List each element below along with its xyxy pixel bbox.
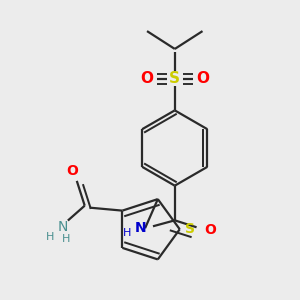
Text: H: H [46, 232, 54, 242]
Text: O: O [140, 71, 154, 86]
Text: H: H [123, 228, 131, 238]
Text: O: O [196, 71, 209, 86]
Text: H: H [62, 234, 70, 244]
Text: S: S [169, 71, 180, 86]
Text: N: N [58, 220, 68, 235]
Text: O: O [205, 223, 216, 237]
Text: S: S [184, 222, 195, 236]
Text: O: O [66, 164, 78, 178]
Text: N: N [134, 221, 146, 235]
